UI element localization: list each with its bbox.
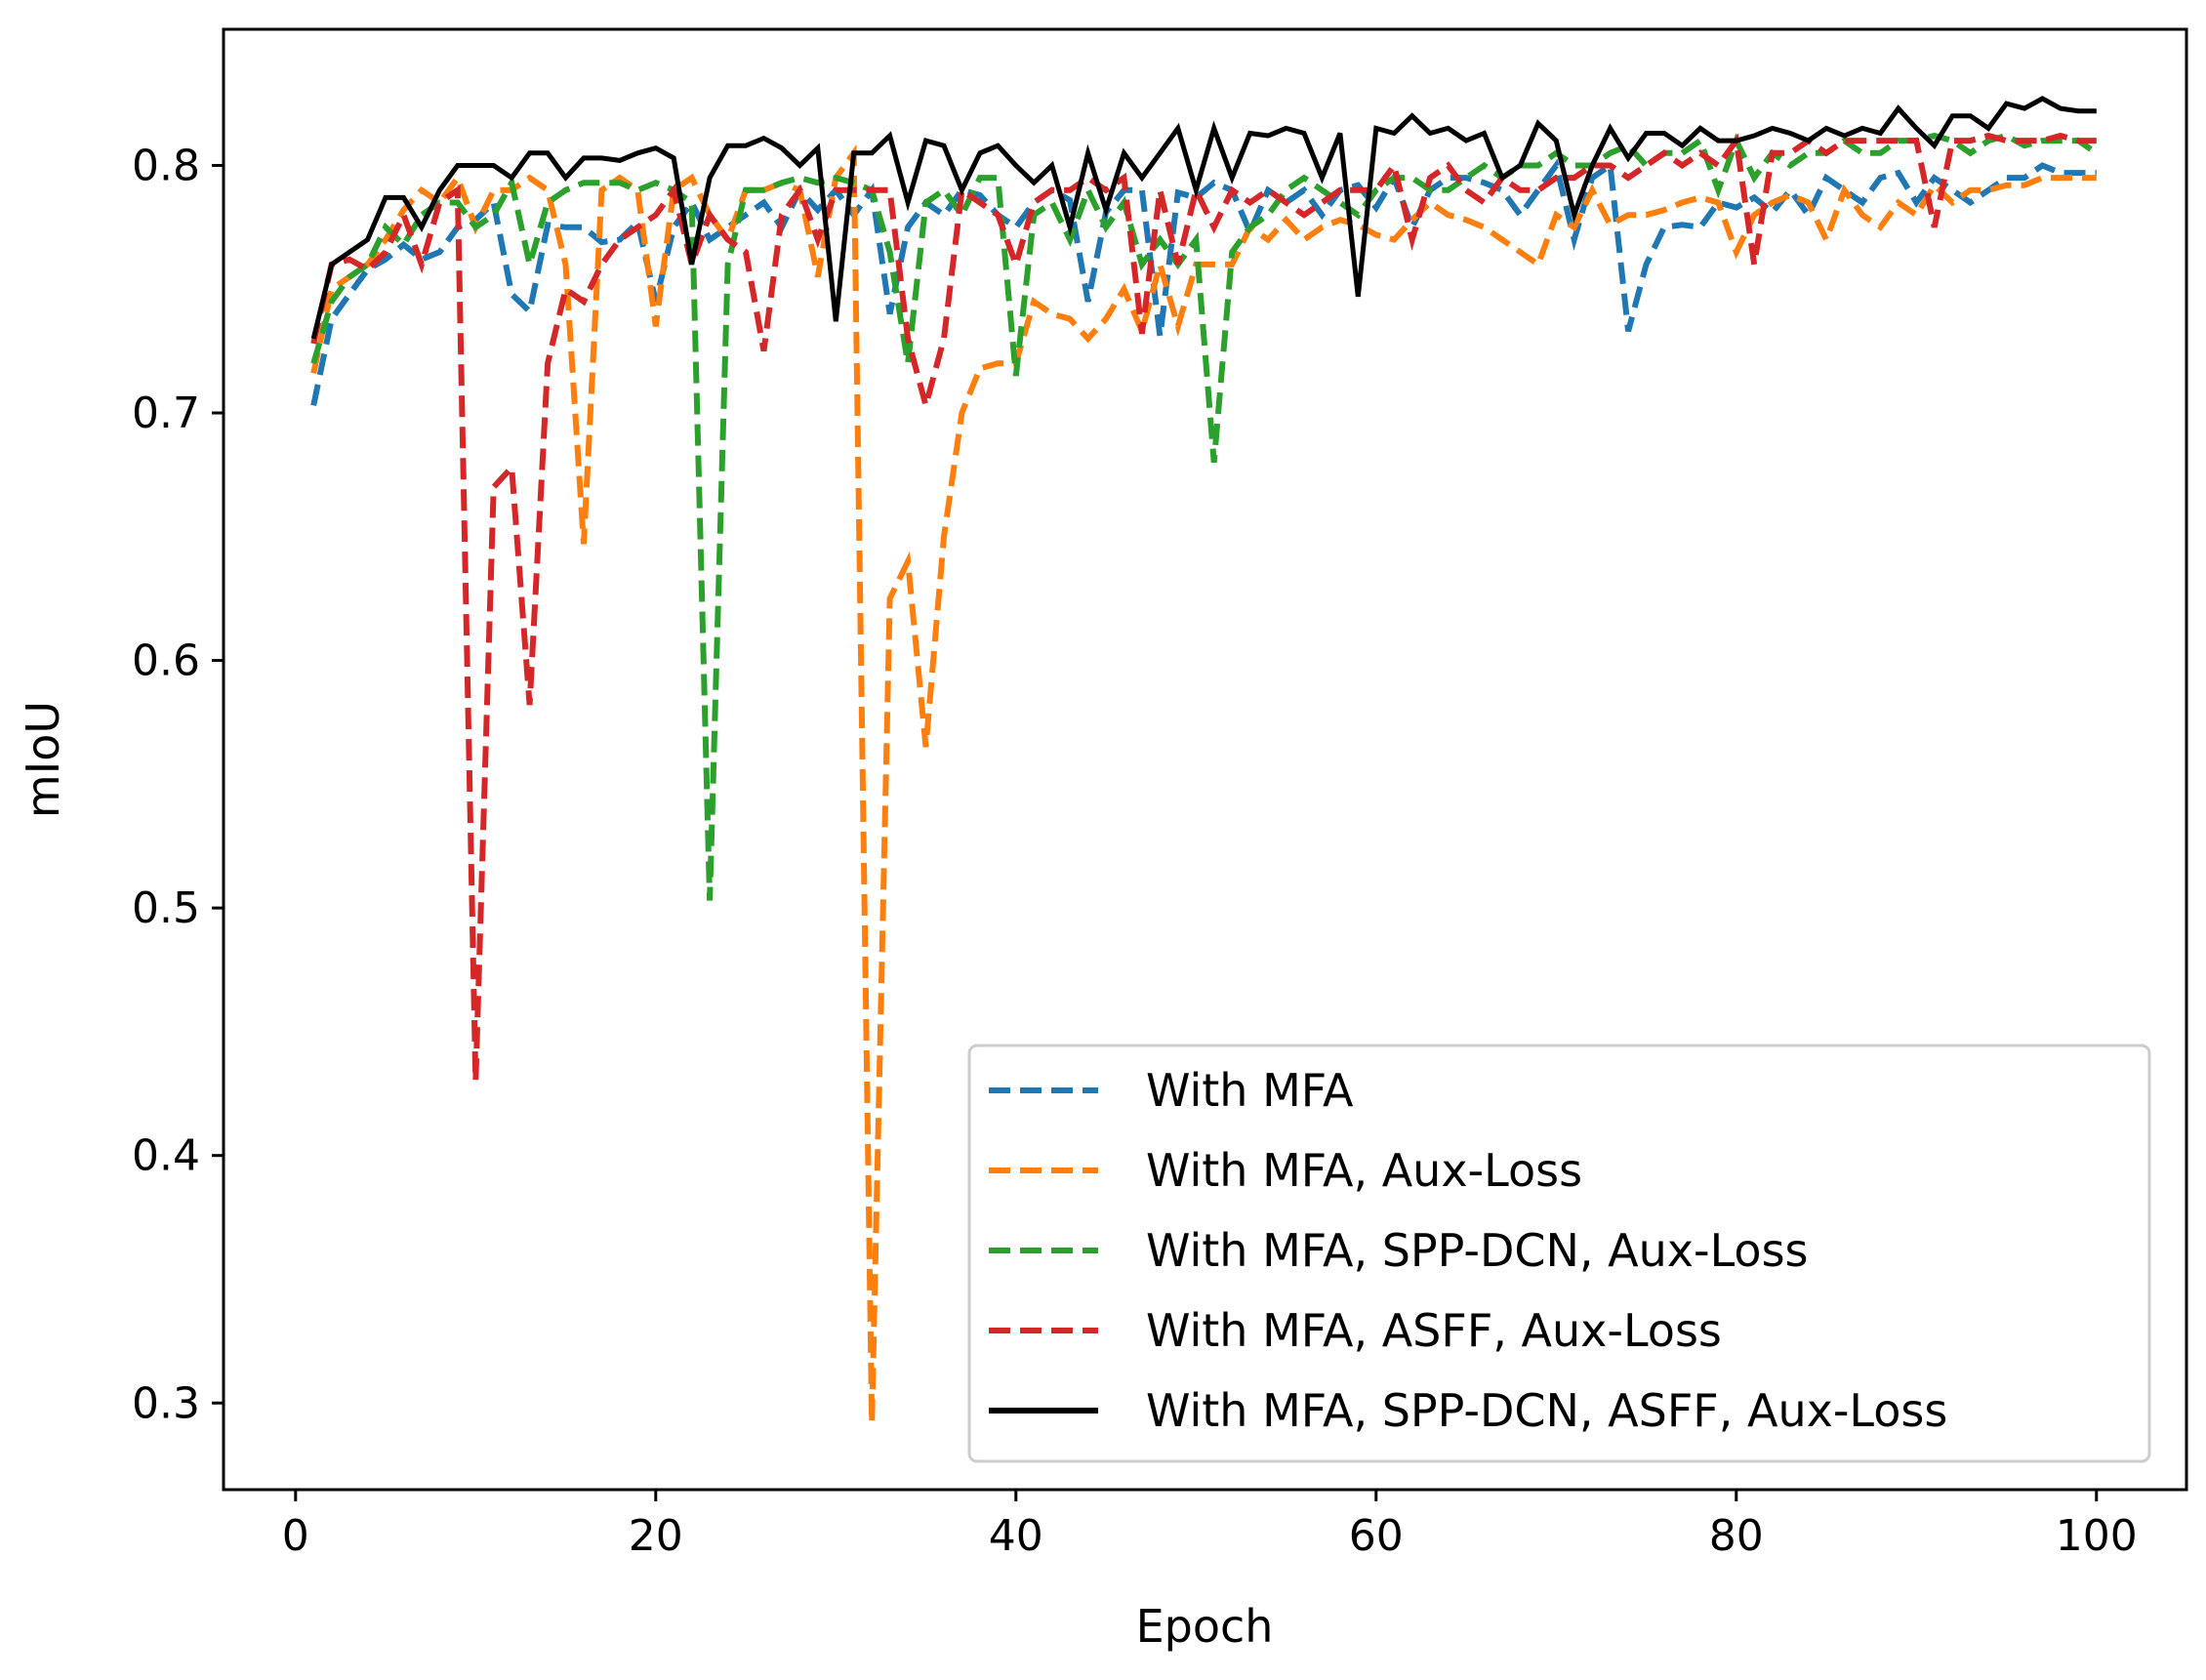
legend-entry: With MFA, SPP-DCN, Aux-Loss	[989, 1224, 1809, 1277]
legend-entry: With MFA	[989, 1064, 1354, 1117]
x-tick-label: 80	[1709, 1511, 1764, 1561]
legend-entry: With MFA, SPP-DCN, ASFF, Aux-Loss	[989, 1384, 1947, 1437]
plot-frame	[222, 27, 2188, 1492]
y-tick-label: 0.4	[132, 1131, 200, 1181]
y-axis: 0.3 0.4 0.5 0.6 0.7 0.8	[132, 141, 224, 1428]
series-line-with-mfa-asff-aux-loss	[310, 132, 2097, 1082]
x-tick-label: 20	[629, 1511, 683, 1561]
series-line-with-mfa-spp-dcn-asff-aux-loss	[310, 96, 2097, 340]
series-line-with-mfa-spp-dcn-aux-loss	[310, 132, 2099, 901]
x-tick-label: 40	[989, 1511, 1043, 1561]
y-tick-label: 0.7	[132, 389, 200, 438]
y-tick-label: 0.6	[132, 636, 200, 686]
y-axis-label: mIoU	[17, 701, 69, 818]
x-axis-label: Epoch	[1136, 1600, 1274, 1653]
legend-box	[967, 1044, 2151, 1463]
y-tick-label: 0.5	[132, 883, 200, 933]
x-tick-label: 60	[1349, 1511, 1404, 1561]
legend-label: With MFA, SPP-DCN, Aux-Loss	[1146, 1224, 1809, 1277]
legend-label: With MFA, SPP-DCN, ASFF, Aux-Loss	[1146, 1384, 1947, 1437]
legend-label: With MFA, Aux-Loss	[1146, 1144, 1582, 1197]
x-tick-label: 0	[282, 1511, 309, 1561]
legend-entry: With MFA, Aux-Loss	[989, 1144, 1582, 1197]
x-tick-label: 100	[2056, 1511, 2138, 1561]
legend: With MFA With MFA, Aux-Loss With MFA, SP…	[967, 1044, 2151, 1463]
series-line-with-mfa	[310, 158, 2097, 407]
legend-entry: With MFA, ASFF, Aux-Loss	[989, 1304, 1722, 1357]
legend-label: With MFA	[1146, 1064, 1354, 1117]
series-layer	[310, 96, 2099, 1423]
y-tick-label: 0.3	[132, 1378, 200, 1428]
series-line-with-mfa-aux-loss	[310, 143, 2097, 1423]
legend-label: With MFA, ASFF, Aux-Loss	[1146, 1304, 1722, 1357]
y-tick-label: 0.8	[132, 141, 200, 190]
x-axis: 0 20 40 60 80 100	[282, 1490, 2138, 1561]
